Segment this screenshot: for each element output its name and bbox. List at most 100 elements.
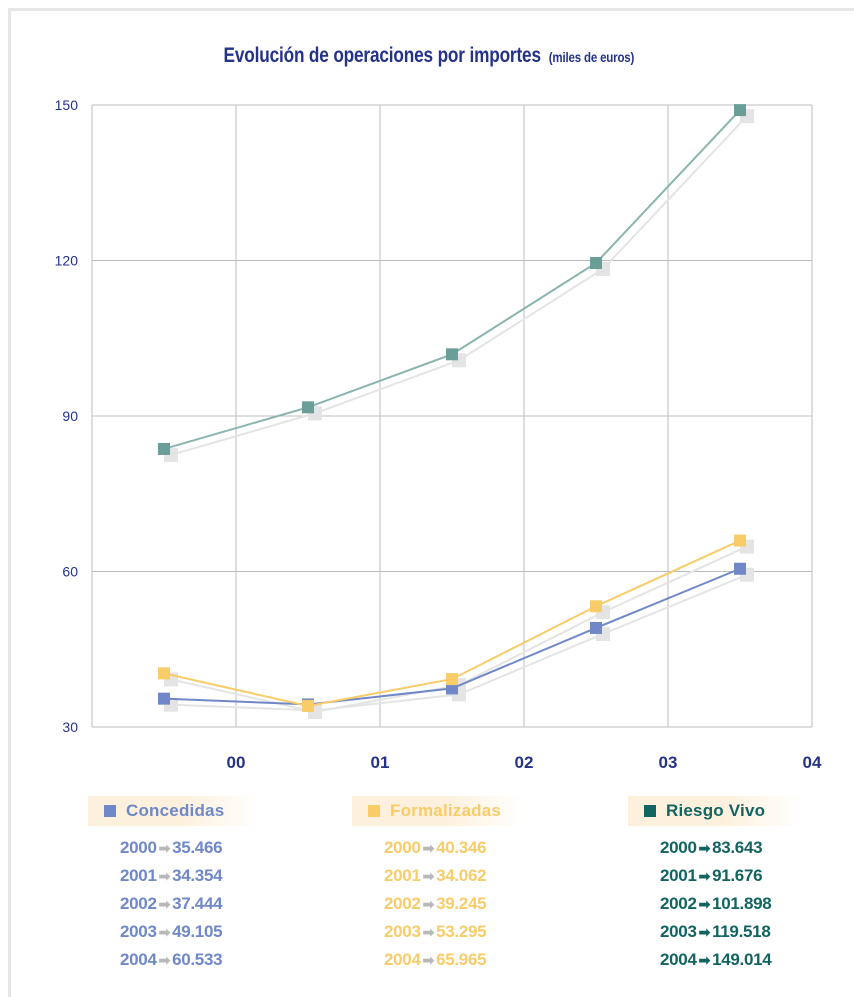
legend-value-row: 2003 ➡ 119.518 [628, 918, 802, 946]
arrow-right-icon: ➡ [698, 924, 711, 940]
data-point [734, 562, 746, 575]
legend-values: 2000 ➡ 83.643 2001 ➡ 91.676 2002 ➡ 101.898 2003 ➡ 1… [628, 834, 802, 974]
legend-label: Riesgo Vivo [666, 801, 766, 820]
legend-value-row: 2000 ➡ 40.346 [352, 834, 524, 862]
legend-value: 34.062 [436, 866, 487, 885]
legend-label: Concedidas [126, 801, 225, 820]
arrow-right-icon: ➡ [698, 868, 711, 884]
x-tick-label: 01 [371, 753, 390, 772]
legend-year: 2002 [384, 894, 421, 913]
legend-year: 2000 [120, 838, 157, 857]
data-point [734, 104, 746, 117]
legend-values: 2000 ➡ 35.466 2001 ➡ 34.354 2002 ➡ 37.444 2003 ➡ 49… [88, 834, 260, 974]
legend-value: 149.014 [712, 950, 772, 969]
legend-year: 2001 [660, 866, 697, 885]
arrow-right-icon: ➡ [422, 840, 435, 856]
data-point [158, 442, 170, 455]
legend-year: 2001 [120, 866, 157, 885]
y-tick-label: 150 [55, 97, 79, 113]
legend-value: 49.105 [172, 922, 223, 941]
x-axis-labels: 00 01 02 03 04 [227, 753, 822, 772]
data-point [590, 600, 602, 613]
y-tick-label: 120 [55, 253, 79, 269]
legend-year: 2001 [384, 866, 421, 885]
legend-value-row: 2004 ➡ 60.533 [88, 946, 260, 974]
arrow-right-icon: ➡ [422, 952, 435, 968]
legend-year: 2002 [660, 894, 697, 913]
legend-year: 2003 [384, 922, 421, 941]
legend-year: 2004 [120, 950, 157, 969]
data-point [158, 667, 170, 680]
chart-frame [8, 8, 854, 997]
series-shadows [164, 109, 754, 719]
legend-value: 37.444 [172, 894, 223, 913]
y-tick-label: 30 [62, 719, 78, 735]
series-line-2 [163, 109, 741, 450]
legend-year: 2004 [384, 950, 421, 969]
legend-value-row: 2002 ➡ 101.898 [628, 890, 802, 918]
y-tick-label: 90 [62, 408, 78, 424]
legend-swatch [368, 805, 380, 817]
legend-value-row: 2004 ➡ 149.014 [628, 946, 802, 974]
series-lines [158, 104, 746, 712]
legend-value: 65.965 [436, 950, 487, 969]
arrow-right-icon: ➡ [698, 952, 711, 968]
legend-value-row: 2000 ➡ 83.643 [628, 834, 802, 862]
legend-header: Riesgo Vivo [628, 796, 802, 826]
arrow-right-icon: ➡ [158, 924, 171, 940]
arrow-right-icon: ➡ [422, 896, 435, 912]
data-point [446, 673, 458, 686]
legend-formalizadas: Formalizadas 2000 ➡ 40.346 2001 ➡ 34.062 2002 ➡… [352, 796, 524, 974]
legend-value-row: 2001 ➡ 34.062 [352, 862, 524, 890]
data-point [590, 621, 602, 634]
legend-year: 2002 [120, 894, 157, 913]
arrow-right-icon: ➡ [422, 868, 435, 884]
x-tick-label: 00 [227, 753, 246, 772]
legend-year: 2000 [660, 838, 697, 857]
legend-value: 119.518 [712, 922, 771, 941]
series-shadow-line [170, 115, 748, 456]
legend-value: 40.346 [436, 838, 487, 857]
legend-value-row: 2003 ➡ 53.295 [352, 918, 524, 946]
grid [91, 104, 813, 728]
data-point [590, 256, 602, 269]
legend-value: 60.533 [172, 950, 223, 969]
legend-header: Concedidas [88, 796, 260, 826]
legend-year: 2000 [384, 838, 421, 857]
legend-values: 2000 ➡ 40.346 2001 ➡ 34.062 2002 ➡ 39.245 2003 ➡ 53… [352, 834, 524, 974]
legend-value-row: 2001 ➡ 91.676 [628, 862, 802, 890]
legend-value-row: 2003 ➡ 49.105 [88, 918, 260, 946]
legend-header: Formalizadas [352, 796, 524, 826]
legend-swatch [104, 805, 116, 817]
y-tick-label: 60 [62, 564, 78, 580]
legend-value: 53.295 [436, 922, 487, 941]
legend-riesgo-vivo: Riesgo Vivo 2000 ➡ 83.643 2001 ➡ 91.676 2002 ➡ 1… [628, 796, 802, 974]
y-axis-labels: 30 60 90 120 150 [55, 97, 79, 735]
legend-swatch [644, 805, 656, 817]
arrow-right-icon: ➡ [158, 896, 171, 912]
chart-subtitle: (miles de euros) [548, 49, 635, 65]
arrow-right-icon: ➡ [698, 896, 711, 912]
x-tick-label: 04 [803, 753, 822, 772]
legend-value: 35.466 [172, 838, 223, 857]
data-point [446, 682, 458, 695]
legend-value: 83.643 [712, 838, 763, 857]
legend-value-row: 2001 ➡ 34.354 [88, 862, 260, 890]
legend-year: 2003 [660, 922, 697, 941]
x-tick-label: 03 [659, 753, 678, 772]
legend-value: 34.354 [172, 866, 223, 885]
legend-value-row: 2000 ➡ 35.466 [88, 834, 260, 862]
legend-value-row: 2002 ➡ 37.444 [88, 890, 260, 918]
legend-value: 39.245 [436, 894, 487, 913]
arrow-right-icon: ➡ [158, 868, 171, 884]
x-tick-label: 02 [515, 753, 534, 772]
arrow-right-icon: ➡ [422, 924, 435, 940]
data-point [302, 699, 314, 712]
legend-year: 2003 [120, 922, 157, 941]
data-point [158, 692, 170, 705]
arrow-right-icon: ➡ [158, 840, 171, 856]
data-point [446, 348, 458, 361]
data-point [302, 401, 314, 414]
legend-label: Formalizadas [390, 801, 502, 820]
